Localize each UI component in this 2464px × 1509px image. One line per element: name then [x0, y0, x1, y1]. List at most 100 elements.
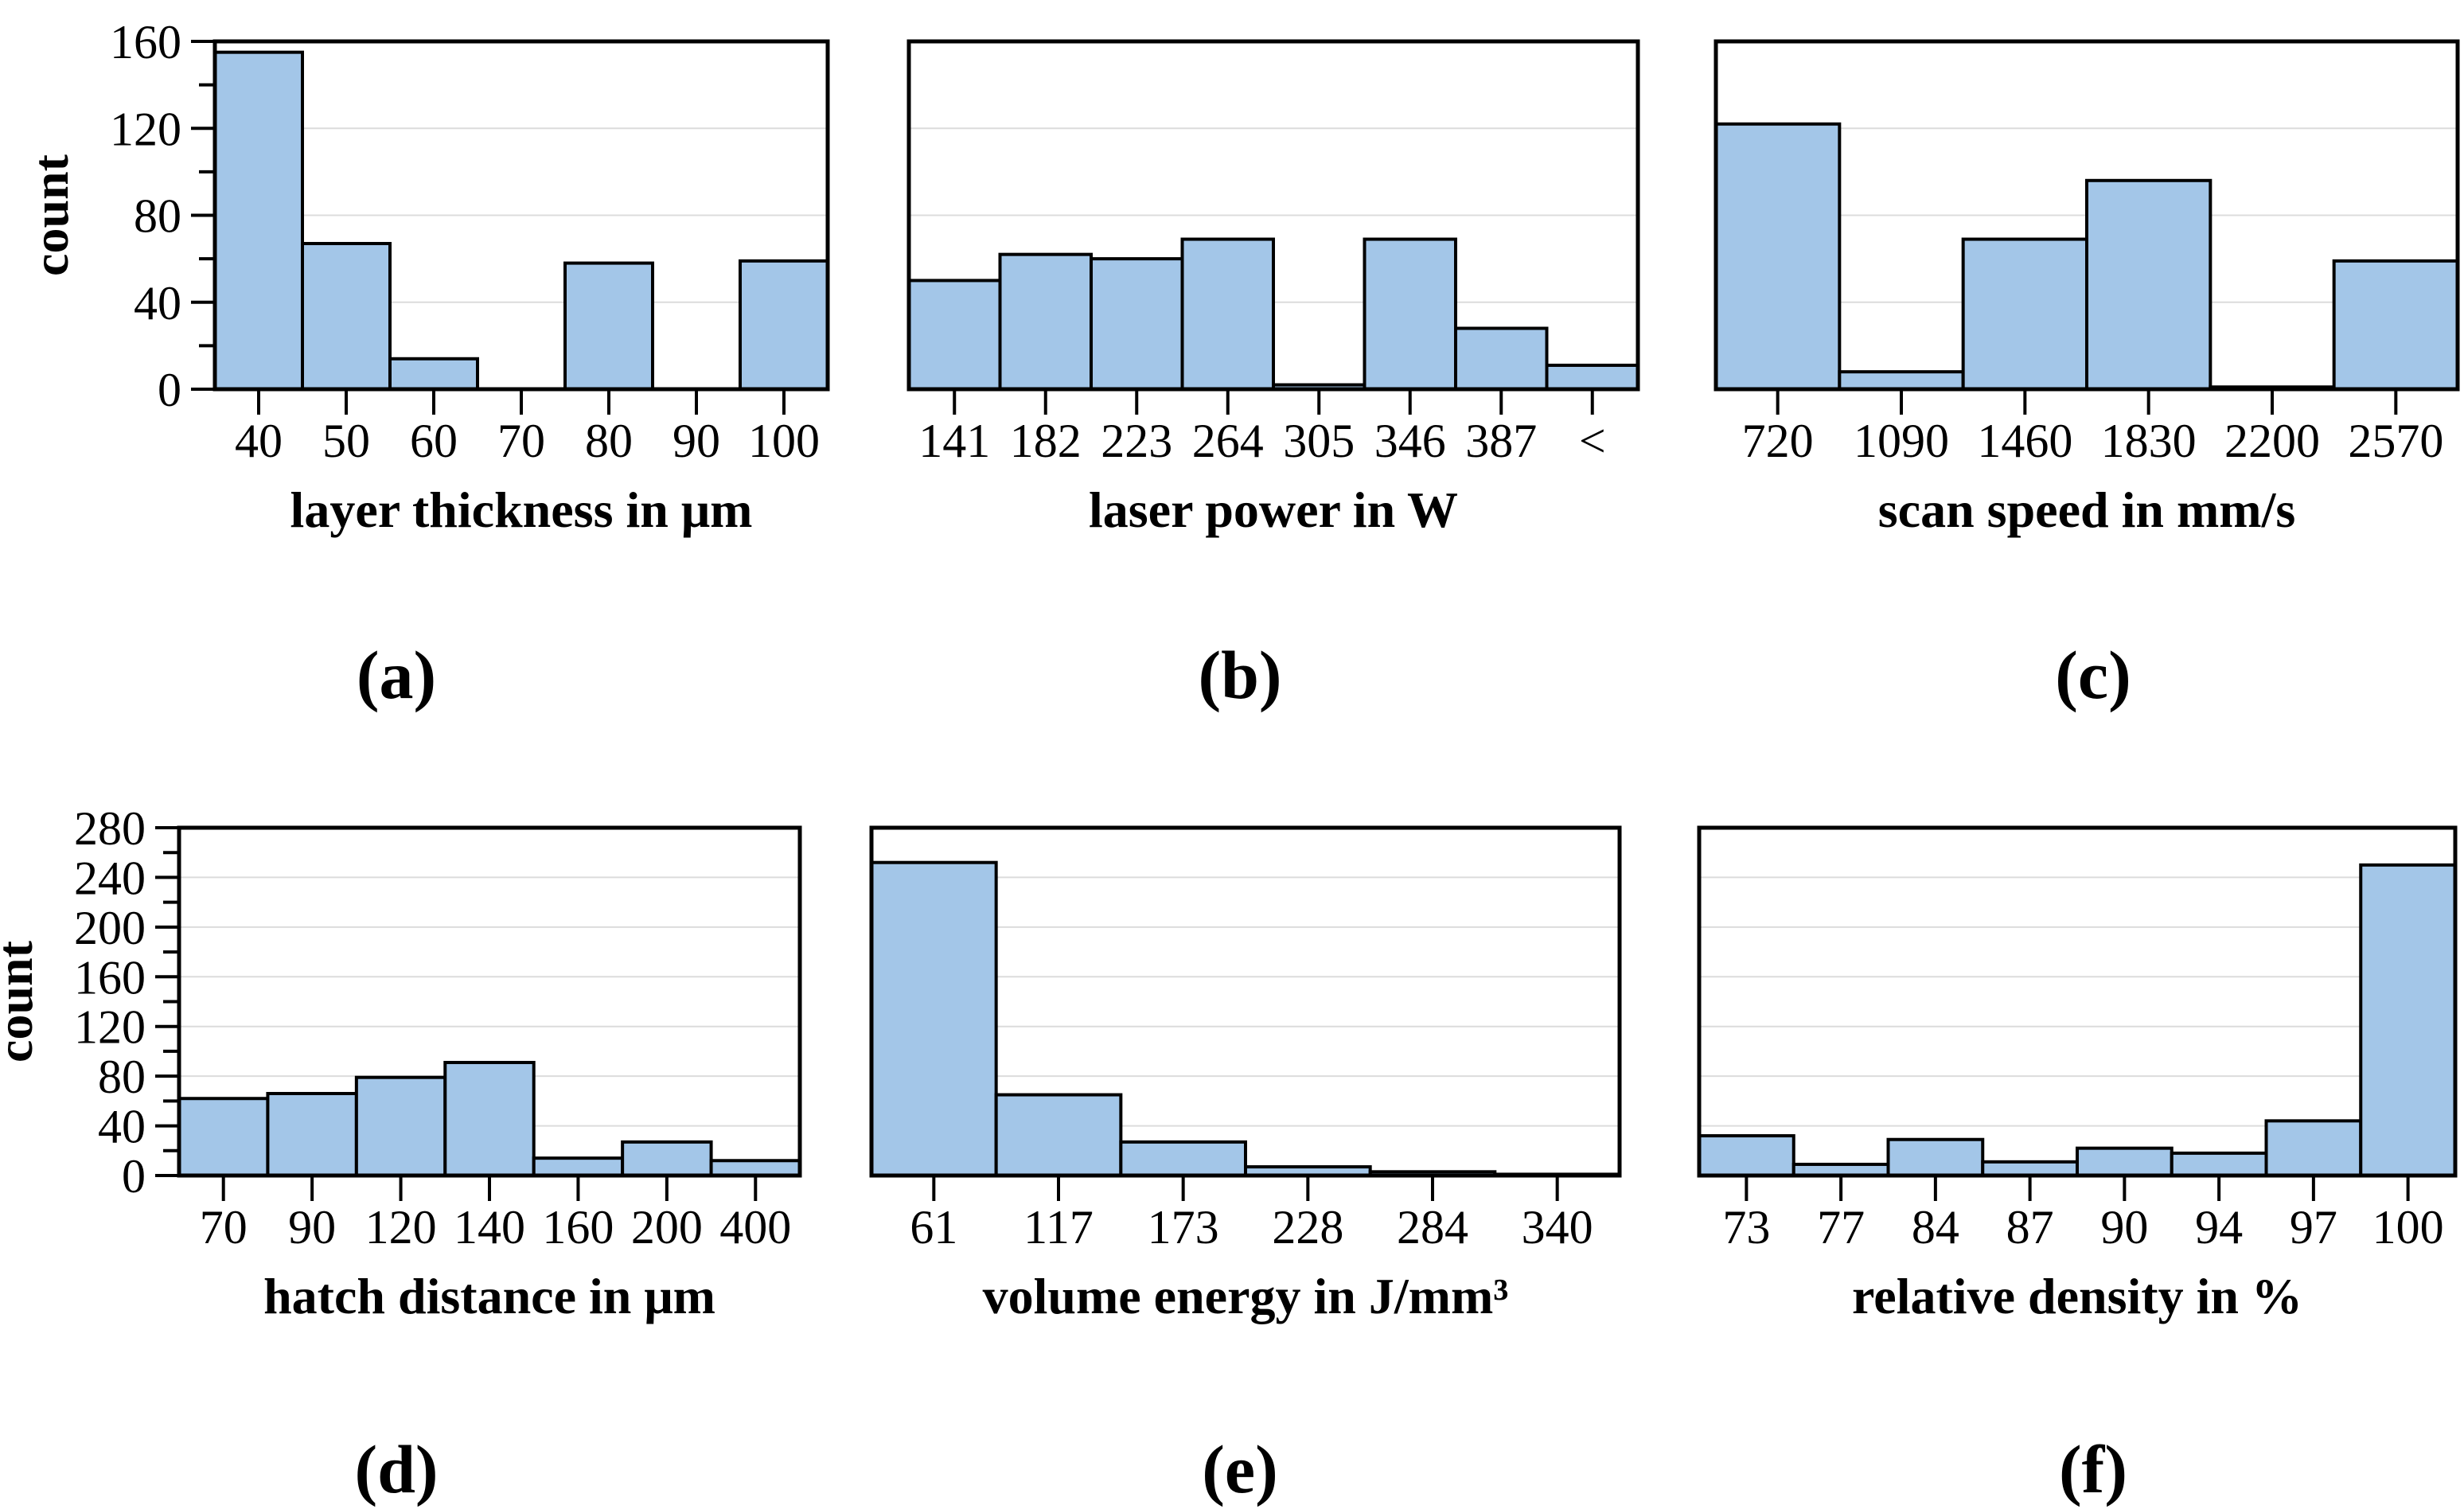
x-axis-title: volume energy in J/mm³	[983, 1268, 1509, 1324]
subfigure-label-c: (c)	[2055, 637, 2131, 713]
histogram-bar	[1545, 363, 1639, 391]
y-tick-label: 160	[110, 16, 181, 68]
y-axis-title: count	[0, 940, 43, 1063]
histogram-bar	[1119, 1140, 1248, 1178]
subfigure-label-b: (b)	[1198, 637, 1282, 713]
x-tick-label: 340	[1522, 1201, 1593, 1254]
histogram-bar	[1961, 237, 2088, 392]
x-tick-label: 70	[200, 1201, 248, 1254]
histogram-bar	[1886, 1137, 1985, 1178]
y-tick-label: 0	[122, 1150, 146, 1203]
y-tick-label: 80	[98, 1051, 146, 1103]
x-tick-label: 223	[1101, 415, 1172, 467]
y-tick-label: 200	[74, 902, 146, 954]
chart-canvas: 720 1090 1460 1830 2200 2570 scan speed in mm/…	[1713, 39, 2460, 538]
histogram-bar	[266, 1091, 358, 1177]
histogram-bar	[532, 1156, 625, 1177]
histogram-bar	[870, 860, 998, 1177]
x-tick-label: 73	[1722, 1201, 1770, 1254]
x-tick-label: 264	[1192, 415, 1264, 467]
x-tick-label: 70	[497, 415, 545, 467]
histogram-bar	[1838, 370, 1965, 391]
x-tick-label: 1090	[1854, 415, 1949, 467]
histogram-bar	[1698, 1134, 1795, 1177]
chart-volume-energy: 61 117 173 228 284 340 volume energy in J/mm³	[860, 786, 1671, 1343]
x-tick-label: 117	[1023, 1201, 1094, 1254]
histogram-bar	[1180, 237, 1275, 392]
chart-canvas: 141 182 223 264 305 346 387 < laser power in W	[906, 39, 1640, 538]
histogram-bar	[213, 50, 304, 391]
plot-border	[906, 39, 1640, 392]
x-axis-title: scan speed in mm/s	[1878, 482, 2296, 538]
x-tick-label: 284	[1397, 1201, 1468, 1254]
y-tick-label: 40	[134, 277, 181, 329]
histogram-bar	[2332, 259, 2460, 392]
chart-canvas: 40 50 60 70 80 90 100 layer thickness in μm 0 40 8…	[22, 16, 830, 538]
chart-canvas: 73 77 84 87 90 94 97 100 relative density in %	[1697, 825, 2458, 1324]
histogram-bar	[2359, 863, 2457, 1177]
x-tick-label: 90	[2100, 1201, 2148, 1254]
y-tick-label: 120	[110, 103, 181, 155]
plot-border	[869, 825, 1622, 1178]
x-tick-label: 200	[631, 1201, 703, 1254]
x-tick-label: 120	[365, 1201, 437, 1254]
histogram-bar	[1454, 326, 1549, 391]
histogram-bar	[443, 1060, 536, 1177]
x-tick-label: 346	[1374, 415, 1446, 467]
histogram-bar	[1090, 257, 1184, 391]
x-tick-label: 97	[2290, 1201, 2337, 1254]
histogram-bar	[739, 259, 829, 392]
x-tick-label: 40	[235, 415, 283, 467]
y-tick-label: 40	[98, 1101, 146, 1153]
x-tick-label: 173	[1148, 1201, 1219, 1254]
x-axis-title: hatch distance in μm	[263, 1268, 715, 1324]
y-tick-label: 160	[74, 951, 146, 1004]
histogram-bar	[388, 357, 479, 392]
histogram-bar	[2170, 1151, 2268, 1177]
plot-border	[1697, 825, 2458, 1178]
subfigure-label-f: (f)	[2059, 1431, 2127, 1507]
x-tick-label: 87	[2006, 1201, 2054, 1254]
histogram-bar	[563, 261, 654, 391]
histogram-bar	[709, 1159, 801, 1177]
x-tick-label: <	[1579, 415, 1606, 467]
histogram-bar	[2085, 178, 2213, 392]
x-tick-label: 141	[918, 415, 990, 467]
histogram-bar	[2076, 1146, 2174, 1177]
x-tick-label: 2570	[2348, 415, 2443, 467]
chart-relative-density: 73 77 84 87 90 94 97 100 relative density in %	[1671, 786, 2464, 1343]
y-tick-label: 280	[74, 802, 146, 855]
x-tick-label: 2200	[2224, 415, 2320, 467]
histogram-bar	[1363, 237, 1457, 392]
x-axis-title: layer thickness in μm	[290, 482, 753, 538]
x-tick-label: 140	[454, 1201, 525, 1254]
histogram-bar	[621, 1140, 713, 1178]
chart-hatch-distance: 70 90 120 140 160 200 400 hatch distance in μm 0…	[0, 786, 867, 1343]
y-axis-title: count	[22, 154, 79, 276]
x-tick-label: 400	[719, 1201, 791, 1254]
y-tick-label: 80	[134, 190, 181, 243]
x-tick-label: 80	[585, 415, 633, 467]
histogram-bar	[354, 1075, 447, 1178]
x-tick-label: 50	[322, 415, 370, 467]
x-tick-label: 305	[1283, 415, 1355, 467]
y-tick-label: 0	[158, 364, 181, 416]
histogram-bar	[2264, 1119, 2363, 1178]
histogram-bar	[1981, 1160, 2079, 1178]
x-tick-label: 61	[910, 1201, 957, 1254]
x-tick-label: 100	[748, 415, 820, 467]
x-tick-label: 1460	[1977, 415, 2072, 467]
y-tick-label: 120	[74, 1001, 146, 1054]
subfigure-label-e: (e)	[1202, 1431, 1278, 1507]
x-tick-label: 228	[1272, 1201, 1343, 1254]
x-tick-label: 720	[1742, 415, 1814, 467]
chart-layer-thickness: 40 50 60 70 80 90 100 layer thickness in μm 0 40 8…	[0, 0, 867, 557]
x-tick-label: 387	[1465, 415, 1537, 467]
x-tick-label: 90	[673, 415, 720, 467]
histogram-bar	[907, 279, 1002, 391]
histogram-bar	[301, 242, 392, 391]
subfigure-label-a: (a)	[356, 637, 437, 713]
